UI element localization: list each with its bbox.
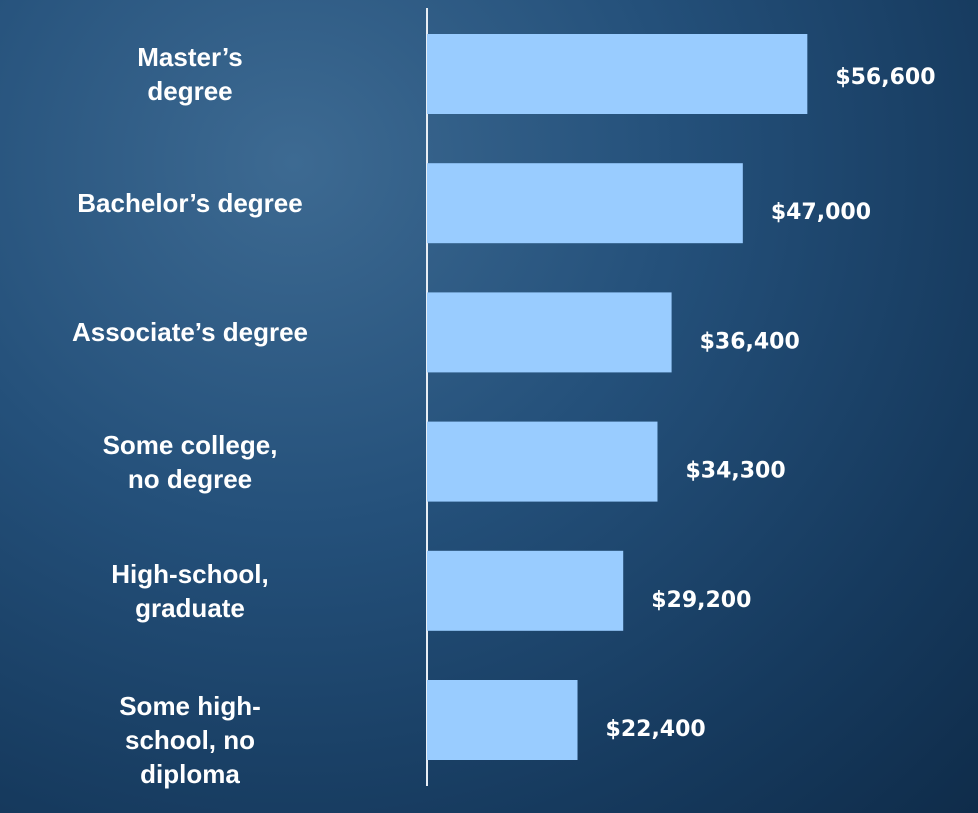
bar <box>427 421 658 502</box>
bar <box>427 163 743 244</box>
bar <box>427 550 624 631</box>
value-label: $34,300 <box>685 459 785 484</box>
value-label: $56,600 <box>835 65 935 90</box>
bar <box>427 680 578 760</box>
value-label: $29,200 <box>651 588 751 613</box>
category-label: High-school, graduate <box>111 558 269 623</box>
category-label: Some high- school, no diploma <box>119 691 261 789</box>
category-label: Associate’s degree <box>71 317 309 348</box>
category-label: Master’s degree <box>137 42 243 106</box>
value-label: $47,000 <box>771 200 871 225</box>
value-label: $22,400 <box>606 717 706 742</box>
value-label: $36,400 <box>700 329 800 354</box>
category-label: Bachelor’s degree <box>77 188 303 219</box>
bar <box>427 292 672 373</box>
category-label: Some college, no degree <box>102 429 278 494</box>
bar <box>427 34 808 114</box>
